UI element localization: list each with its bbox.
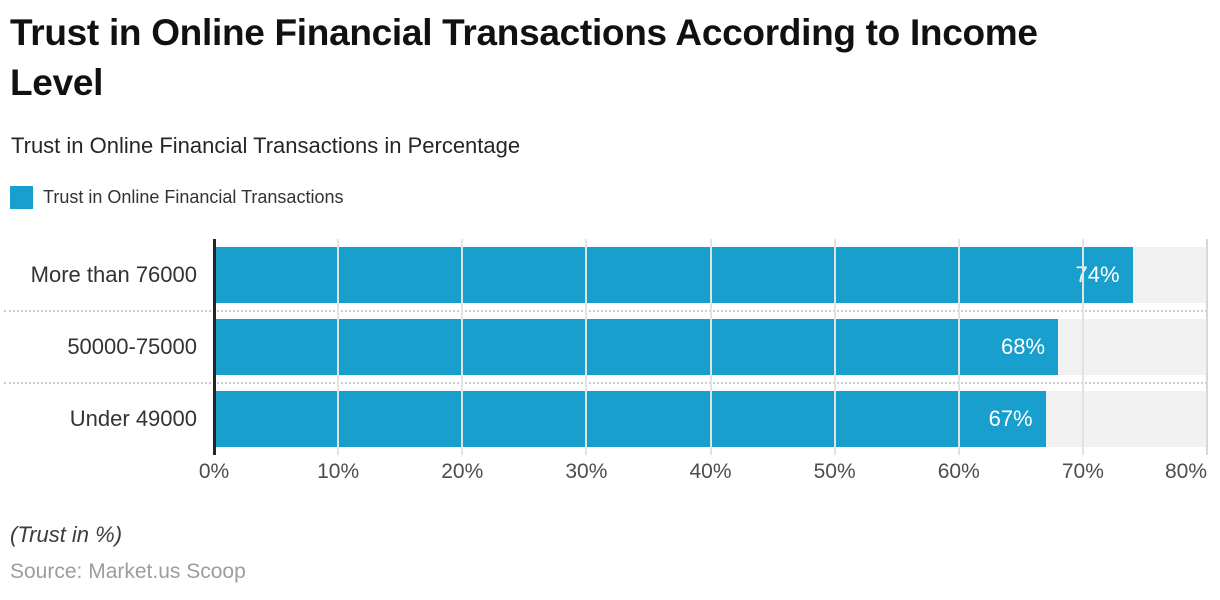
x-axis-ticks: 0% 10% 20% 30% 40% 50% 60% 70% 80% xyxy=(199,455,1207,485)
bar-track: 67% xyxy=(214,391,1207,447)
bar: 67% xyxy=(214,391,1046,447)
bar-value-label: 67% xyxy=(988,406,1033,431)
bar-track: 68% xyxy=(214,319,1207,375)
row-separator xyxy=(4,382,1207,384)
category-label: 50000-75000 xyxy=(67,334,197,359)
category-label: More than 76000 xyxy=(30,262,197,287)
x-tick-label: 30% xyxy=(565,460,608,483)
bar: 68% xyxy=(214,319,1059,375)
x-tick-label: 0% xyxy=(198,460,230,483)
bar-track: 74% xyxy=(214,247,1207,303)
x-tick-label: 20% xyxy=(441,460,484,483)
bar-value-label: 68% xyxy=(1001,334,1046,359)
footnote: (Trust in %) xyxy=(10,522,123,547)
bar: 74% xyxy=(214,247,1133,303)
category-label: Under 49000 xyxy=(69,406,197,431)
x-tick-label: 10% xyxy=(317,460,360,483)
x-tick-label: 50% xyxy=(813,460,856,483)
legend-swatch-icon xyxy=(10,186,33,209)
chart-subtitle: Trust in Online Financial Transactions i… xyxy=(11,133,521,158)
source-text: Source: Market.us Scoop xyxy=(10,560,246,583)
x-tick-label: 80% xyxy=(1164,460,1207,483)
bar-value-label: 74% xyxy=(1075,262,1120,287)
chart-row: Under 49000 67% xyxy=(0,383,1220,455)
chart-title: Trust in Online Financial Transactions A… xyxy=(10,12,1038,103)
chart-row: 50000-75000 68% xyxy=(0,311,1220,383)
row-separator xyxy=(4,310,1207,312)
legend: Trust in Online Financial Transactions xyxy=(10,186,343,209)
chart-row: More than 76000 74% xyxy=(0,239,1220,311)
x-tick-label: 70% xyxy=(1061,460,1104,483)
x-tick-label: 40% xyxy=(689,460,732,483)
bar-chart: More than 76000 74% 50000-75000 68% Unde… xyxy=(0,239,1220,455)
y-axis-line xyxy=(213,239,216,455)
legend-label: Trust in Online Financial Transactions xyxy=(43,187,344,207)
x-tick-label: 60% xyxy=(937,460,980,483)
chart-rows: More than 76000 74% 50000-75000 68% Unde… xyxy=(0,239,1220,455)
